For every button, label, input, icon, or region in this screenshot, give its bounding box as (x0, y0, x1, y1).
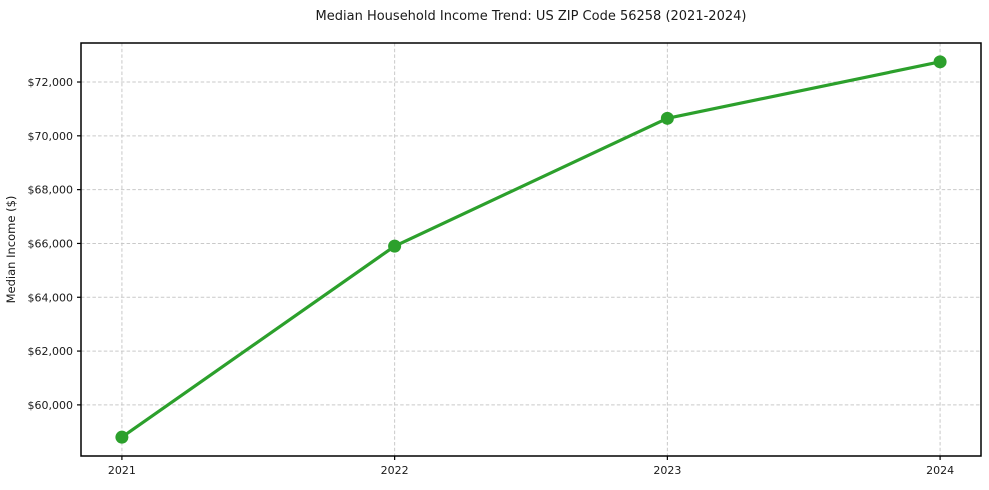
x-tick-label: 2021 (108, 464, 136, 477)
y-tick-label: $66,000 (28, 237, 74, 250)
x-tick-label: 2024 (926, 464, 954, 477)
y-tick-label: $70,000 (28, 130, 74, 143)
y-tick-label: $60,000 (28, 399, 74, 412)
data-point (115, 430, 129, 444)
plot-border (80, 42, 982, 457)
data-point (660, 111, 674, 125)
y-axis-label: Median Income ($) (4, 196, 18, 304)
data-point (933, 55, 947, 69)
x-tick-label: 2022 (381, 464, 409, 477)
y-tick-label: $72,000 (28, 76, 74, 89)
data-point (388, 239, 402, 253)
y-tick-label: $62,000 (28, 345, 74, 358)
y-tick-label: $68,000 (28, 184, 74, 197)
chart-title: Median Household Income Trend: US ZIP Co… (315, 9, 747, 24)
trend-line (120, 60, 942, 439)
y-tick-label: $64,000 (28, 291, 74, 304)
x-tick-label: 2023 (653, 464, 681, 477)
